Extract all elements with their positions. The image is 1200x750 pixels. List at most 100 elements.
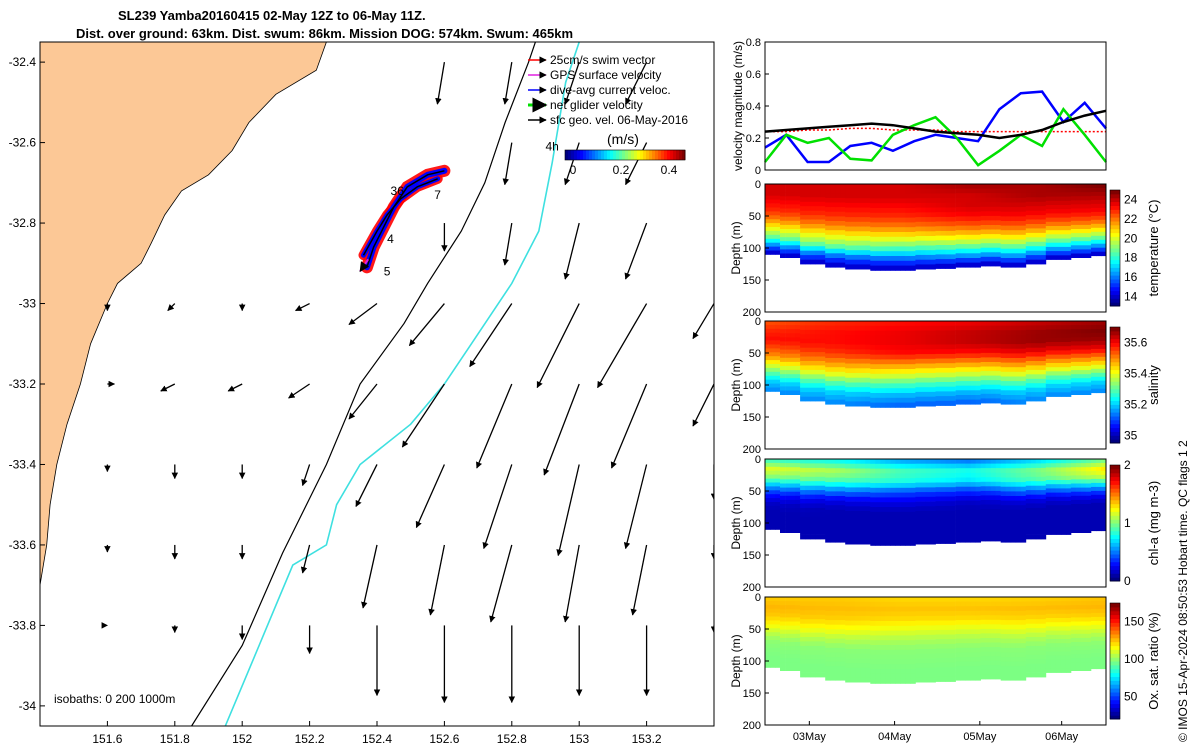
section-cell bbox=[960, 519, 966, 525]
section-cell bbox=[780, 237, 786, 242]
section-cell bbox=[770, 490, 776, 495]
section-cell bbox=[1091, 207, 1097, 213]
section-cell bbox=[900, 251, 906, 257]
section-cell bbox=[865, 520, 871, 526]
colorbar-cell bbox=[601, 150, 605, 160]
section-cell bbox=[820, 525, 826, 531]
section-cell bbox=[990, 472, 997, 478]
section-cell bbox=[1020, 197, 1027, 203]
section-cell bbox=[955, 519, 961, 525]
section-cell bbox=[925, 463, 931, 469]
section-cell bbox=[900, 478, 906, 484]
section-cell bbox=[900, 369, 906, 375]
section-cell bbox=[945, 386, 951, 392]
section-cell bbox=[1075, 188, 1082, 193]
section-cell bbox=[950, 230, 956, 236]
section-cell bbox=[845, 625, 851, 631]
section-cell bbox=[1010, 207, 1017, 213]
section-cell bbox=[805, 632, 811, 638]
section-cell bbox=[835, 652, 841, 658]
section-cell bbox=[890, 383, 896, 389]
section-cell bbox=[870, 516, 876, 522]
section-cell bbox=[930, 663, 936, 669]
section-cell bbox=[1020, 211, 1027, 217]
section-cell bbox=[980, 606, 986, 612]
section-cell bbox=[890, 673, 896, 679]
section-cell bbox=[940, 648, 946, 654]
geo-velocity-vector bbox=[167, 303, 176, 311]
section-cell bbox=[1070, 390, 1077, 395]
section-cell bbox=[990, 656, 997, 662]
section-cell bbox=[940, 482, 946, 488]
section-cell bbox=[860, 459, 866, 465]
section-cell bbox=[775, 383, 781, 388]
section-cell bbox=[935, 672, 941, 678]
section-cell bbox=[1085, 353, 1092, 359]
section-cell bbox=[1020, 634, 1027, 639]
colorbar-cell bbox=[634, 150, 638, 160]
section-cell bbox=[935, 538, 941, 544]
section-cell bbox=[1050, 375, 1057, 381]
colorbar-cell bbox=[1110, 205, 1120, 210]
section-cell bbox=[1040, 503, 1047, 509]
section-cell bbox=[1045, 488, 1052, 493]
section-cell bbox=[1000, 216, 1007, 222]
section-cell bbox=[925, 226, 931, 232]
section-cell bbox=[825, 334, 831, 340]
section-cell bbox=[815, 215, 821, 220]
section-cell bbox=[1015, 358, 1022, 363]
section-cell bbox=[795, 353, 801, 359]
section-cell bbox=[1055, 238, 1062, 244]
colorbar-tick-label: 22 bbox=[1124, 212, 1138, 226]
section-cell bbox=[855, 501, 861, 507]
section-cell bbox=[955, 537, 961, 543]
section-cell bbox=[1055, 251, 1062, 256]
section-cell bbox=[980, 468, 986, 474]
section-cell bbox=[905, 208, 911, 214]
section-cell bbox=[900, 678, 906, 684]
section-cell bbox=[965, 225, 971, 231]
section-cell bbox=[1020, 597, 1027, 602]
section-cell bbox=[820, 188, 826, 194]
section-cell bbox=[1070, 253, 1077, 258]
section-cell bbox=[900, 212, 906, 218]
section-cell bbox=[880, 335, 886, 341]
section-cell bbox=[785, 378, 791, 383]
section-cell bbox=[830, 528, 836, 534]
section-cell bbox=[1091, 251, 1097, 257]
section-cell bbox=[1065, 221, 1072, 227]
section-cell bbox=[1060, 192, 1067, 197]
isobath-1000m-line bbox=[224, 42, 580, 726]
section-ylabel: Depth (m) bbox=[729, 358, 743, 411]
section-cell bbox=[1085, 504, 1092, 509]
section-cell bbox=[920, 198, 926, 204]
section-cell bbox=[1075, 504, 1082, 509]
section-cell bbox=[1010, 376, 1017, 382]
section-cell bbox=[950, 501, 956, 507]
section-cell bbox=[1035, 610, 1042, 616]
geo-velocity-vector bbox=[476, 383, 513, 469]
section-cell bbox=[1085, 196, 1092, 201]
section-cell bbox=[765, 478, 771, 483]
section-cell bbox=[995, 463, 1002, 469]
y-tick-label: 0.8 bbox=[746, 37, 761, 49]
section-cell bbox=[770, 494, 776, 499]
y-tick-label: -32.8 bbox=[9, 216, 37, 230]
section-cell bbox=[795, 325, 801, 330]
section-cell bbox=[1025, 623, 1032, 629]
colorbar-cell bbox=[1110, 240, 1120, 245]
section-cell bbox=[985, 215, 991, 221]
section-cell bbox=[1035, 232, 1042, 238]
section-cell bbox=[780, 613, 786, 618]
section-cell bbox=[945, 667, 951, 673]
section-cell bbox=[965, 216, 971, 222]
section-cell bbox=[905, 468, 911, 474]
geo-velocity-vector bbox=[625, 61, 648, 105]
section-cell bbox=[810, 512, 816, 518]
section-cell bbox=[975, 629, 981, 635]
section-cell bbox=[965, 258, 971, 263]
section-cell bbox=[950, 597, 956, 603]
section-cell bbox=[930, 236, 936, 242]
section-cell bbox=[860, 339, 866, 345]
section-cell bbox=[1065, 475, 1072, 481]
